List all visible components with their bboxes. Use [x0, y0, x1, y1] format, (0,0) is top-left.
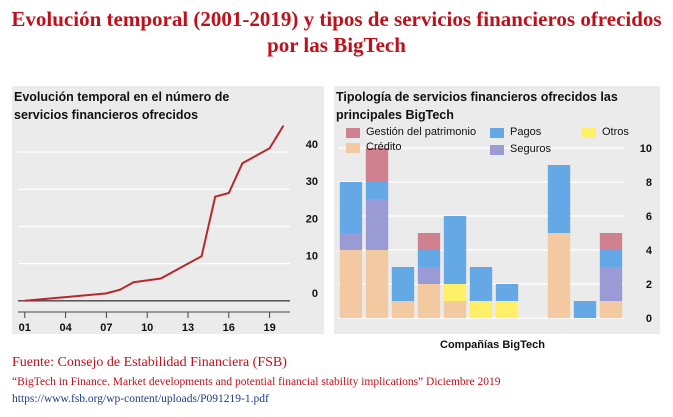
y-tick-label: 20 — [306, 213, 318, 225]
bar-segment — [443, 284, 467, 301]
bar-segment — [339, 182, 363, 233]
y-tick-label: 8 — [646, 177, 652, 189]
line-point — [214, 195, 216, 198]
y-tick-label: 10 — [306, 251, 318, 263]
y-tick-label: 10 — [640, 143, 652, 155]
bar-segment — [599, 233, 623, 250]
bar-chart: 0 2 4 6 8 10 — [338, 143, 653, 325]
legend-swatch — [346, 143, 360, 153]
main-title: Evolución temporal (2001-2019) y tipos d… — [11, 7, 662, 57]
source-url: https://www.fsb.org/wp-content/uploads/P… — [12, 393, 269, 405]
x-tick-label: 16 — [223, 322, 235, 334]
line-point — [282, 125, 285, 127]
bar-segment — [365, 148, 389, 182]
line-point — [255, 154, 257, 157]
bar-segment — [417, 267, 441, 284]
line-point — [105, 292, 108, 295]
x-tick-label: 04 — [59, 322, 72, 334]
line-chart: 0 10 20 30 40 01 04 07 10 13 16 19 — [18, 125, 318, 334]
bar-segment — [417, 250, 441, 267]
line-point — [160, 277, 162, 280]
legend-label: Otros — [602, 126, 629, 138]
line-chart-panel: Evolución temporal en el número de servi… — [12, 86, 324, 334]
bar-segment — [391, 301, 415, 318]
y-tick-label: 6 — [646, 211, 652, 223]
line-point — [241, 162, 244, 164]
legend-swatch — [490, 128, 504, 138]
line-point — [228, 192, 230, 194]
x-tick-label: 10 — [141, 322, 153, 334]
bar-segment — [495, 284, 519, 301]
bar-segment — [443, 301, 467, 318]
bar-segment — [339, 233, 363, 250]
y-tick-label: 30 — [306, 176, 318, 188]
line-point — [200, 255, 203, 257]
legend-swatch — [582, 128, 596, 138]
y-tick-label: 0 — [312, 288, 318, 300]
y-tick-label: 40 — [306, 139, 318, 151]
bar-segment — [391, 267, 415, 301]
bar-chart-panel: Tipología de servicios financieros ofrec… — [334, 86, 660, 334]
bar-segment — [547, 165, 571, 233]
bar-segment — [599, 250, 623, 267]
bar-segment — [417, 233, 441, 250]
series-line — [24, 125, 285, 302]
bar-segment — [547, 233, 571, 318]
line-point — [268, 147, 271, 150]
bar-segment — [599, 267, 623, 301]
bar-segment — [443, 216, 467, 284]
bar-segment — [495, 301, 519, 318]
x-tick-label: 13 — [182, 322, 194, 334]
bar-segment — [365, 199, 389, 250]
bar-segment — [599, 301, 623, 318]
x-tick-label: 19 — [263, 322, 275, 334]
bar-segment — [365, 182, 389, 199]
y-tick-label: 2 — [646, 279, 652, 291]
bar-chart-title: Tipología de servicios financieros ofrec… — [336, 90, 618, 122]
bar-segment — [469, 301, 493, 318]
line-point — [119, 288, 121, 291]
source-reference: “BigTech in Finance. Market developments… — [12, 376, 501, 388]
legend-label: Pagos — [510, 126, 542, 138]
y-tick-label: 0 — [646, 313, 652, 325]
line-point — [132, 281, 135, 284]
legend-label: Seguros — [510, 143, 551, 155]
x-tick-label: 07 — [100, 322, 112, 334]
legend-swatch — [490, 145, 504, 155]
legend-label: Crédito — [366, 141, 402, 153]
bar-x-axis-title: Compañías BigTech — [440, 339, 545, 351]
line-point — [64, 296, 67, 298]
source-title: Fuente: Consejo de Estabilidad Financier… — [12, 355, 287, 370]
bar-segment — [339, 250, 363, 318]
x-tick-label: 01 — [19, 322, 31, 334]
legend-label: Gestión del patrimonio — [366, 126, 477, 138]
bar-segment — [365, 250, 389, 318]
line-point — [187, 262, 189, 265]
bar-segment — [417, 284, 441, 318]
bar-segment — [573, 301, 597, 318]
bar-segment — [469, 267, 493, 301]
y-tick-label: 4 — [646, 245, 653, 257]
line-point — [24, 300, 26, 302]
line-chart-title: Evolución temporal en el número de servi… — [14, 90, 230, 122]
legend-swatch — [346, 128, 360, 138]
